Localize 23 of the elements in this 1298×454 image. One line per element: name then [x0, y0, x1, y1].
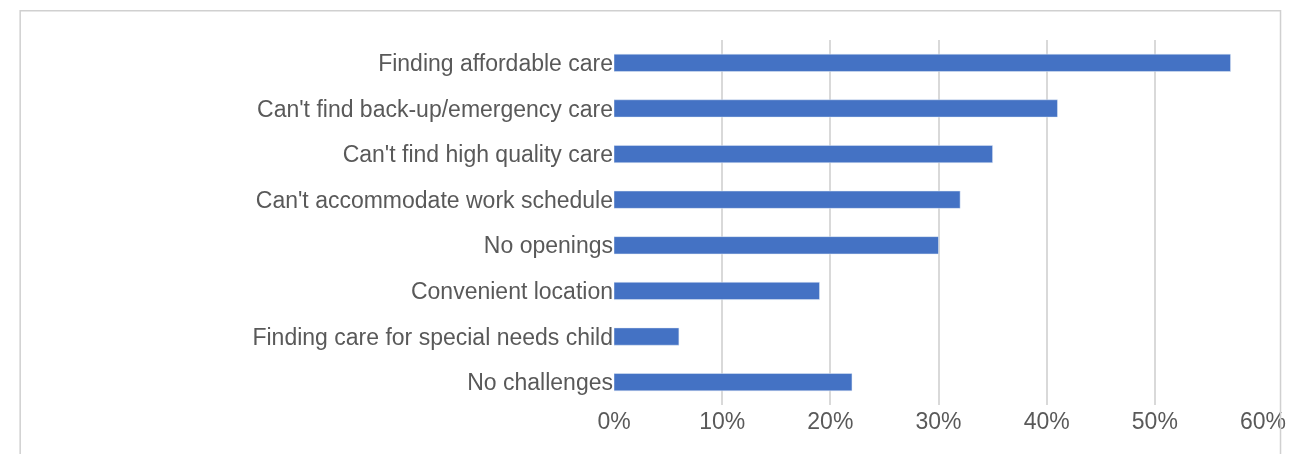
y-tick-label: No challenges [467, 369, 613, 396]
y-tick-label: Can't find high quality care [342, 141, 613, 168]
y-tick-label: Finding care for special needs child [252, 323, 613, 350]
y-tick-label: Finding affordable care [378, 49, 613, 76]
x-tick-label: 10% [699, 408, 746, 434]
bar [614, 190, 961, 209]
bar [614, 282, 820, 300]
bar [614, 373, 853, 392]
bar [614, 99, 1058, 118]
x-tick-label: 60% [1239, 408, 1287, 434]
bar [614, 236, 939, 255]
x-tick-label: 50% [1131, 408, 1178, 434]
x-tick-label: 0% [597, 408, 631, 434]
bar [614, 53, 1231, 72]
x-tick-label: 30% [915, 408, 962, 434]
y-tick-label: No openings [483, 232, 613, 259]
y-tick-label: Can't find back-up/emergency care [257, 95, 613, 122]
y-tick-label: Convenient location [410, 277, 613, 304]
y-tick-label: Can't accommodate work schedule [255, 186, 613, 213]
bar [614, 327, 680, 346]
x-tick-label: 20% [807, 408, 854, 434]
x-tick-label: 40% [1023, 408, 1070, 434]
bar [614, 145, 993, 163]
